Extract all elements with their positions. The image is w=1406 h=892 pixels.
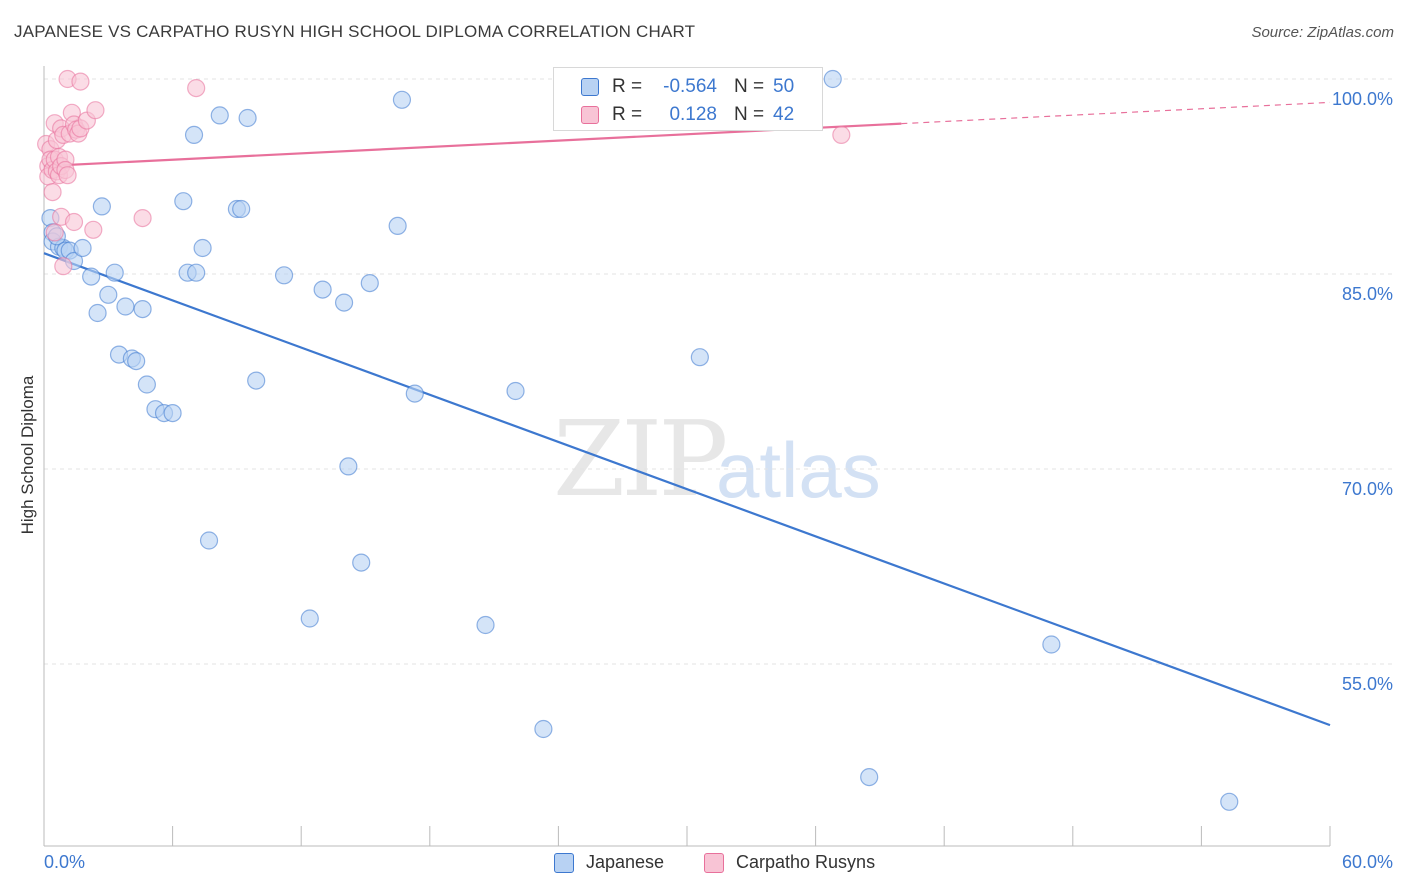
carpatho-point	[84, 220, 103, 239]
japanese-point	[300, 609, 319, 628]
watermark-zip: ZIP	[553, 398, 728, 520]
japanese-point	[82, 267, 101, 286]
y-tick-label: 85.0%	[1341, 284, 1393, 304]
japanese-point	[313, 280, 332, 299]
japanese-point	[690, 348, 709, 367]
legend-row-carpatho-rusyns: R = 0.128 N = 42	[554, 101, 822, 129]
carpatho-trend-extension	[901, 101, 1331, 125]
japanese-point	[73, 238, 92, 258]
legend-r-value: -0.564	[663, 76, 717, 97]
carpatho-point	[54, 257, 73, 276]
japanese-point	[1220, 792, 1239, 811]
data-points	[37, 69, 1239, 811]
japanese-point	[1042, 635, 1061, 654]
y-axis-label: High School Diploma	[18, 375, 37, 535]
trend-lines	[43, 101, 1331, 727]
japanese-point	[274, 266, 294, 285]
japanese-legend-label: Japanese	[586, 852, 665, 872]
carpatho-point	[45, 223, 64, 242]
japanese-point	[163, 404, 182, 423]
japanese-point	[187, 263, 206, 282]
japanese-point	[133, 300, 152, 319]
japanese-point	[116, 297, 135, 316]
axes	[43, 66, 1331, 847]
x-tick-label: 0.0%	[44, 852, 86, 872]
y-tick-label: 70.0%	[1341, 479, 1393, 499]
japanese-point	[534, 719, 553, 739]
japanese-point	[247, 371, 266, 390]
japanese-point	[105, 263, 124, 282]
japanese-point	[860, 767, 879, 787]
japanese-point	[199, 531, 219, 550]
japanese-point	[339, 457, 358, 476]
japanese-point	[388, 216, 407, 235]
japanese-point	[392, 90, 412, 109]
japanese-point	[238, 108, 257, 128]
legend-n-value: 42	[773, 104, 795, 125]
legend-row-japanese: R = -0.564 N = 50	[554, 73, 822, 101]
japanese-point	[88, 303, 107, 323]
legend-n-value: 50	[773, 76, 795, 97]
carpatho-point	[71, 72, 90, 91]
japanese-point	[823, 69, 842, 89]
japanese-point	[352, 553, 371, 572]
japanese-point	[210, 106, 229, 125]
carpatho-point	[832, 125, 851, 144]
x-tick-label: 60.0%	[1341, 852, 1393, 872]
chart-title: JAPANESE VS CARPATHO RUSYN HIGH SCHOOL D…	[14, 22, 696, 41]
carpatho-swatch	[581, 106, 599, 124]
carpatho-point	[43, 183, 62, 202]
y-tick-label: 100.0%	[1331, 89, 1393, 109]
watermark-atlas: atlas	[716, 426, 881, 514]
japanese-point	[476, 615, 495, 635]
japanese-point	[99, 285, 118, 304]
carpatho-point	[64, 212, 84, 232]
japanese-legend-swatch	[554, 853, 574, 873]
legend-r-label: R =	[612, 76, 643, 97]
legend-r-value: 0.128	[669, 104, 717, 125]
legend-n-label: N =	[734, 76, 765, 97]
japanese-point	[174, 192, 193, 211]
carpatho-legend-label: Carpatho Rusyns	[736, 852, 876, 872]
japanese-trend-line	[43, 252, 1331, 727]
carpatho-point	[187, 78, 206, 98]
stats-legend: R = -0.564 N = 50 R = 0.128 N = 42	[553, 67, 823, 131]
carpatho-point	[133, 209, 152, 228]
legend-n-label: N =	[734, 104, 765, 125]
japanese-point	[127, 352, 146, 371]
carpatho-point	[58, 166, 77, 185]
japanese-point	[232, 199, 251, 219]
carpatho-point	[86, 101, 105, 120]
legend-r-label: R =	[612, 104, 643, 125]
carpatho-legend-swatch	[704, 853, 724, 873]
y-tick-label: 55.0%	[1341, 674, 1393, 694]
gridlines	[44, 78, 1392, 665]
japanese-point	[360, 274, 379, 293]
japanese-point	[506, 381, 525, 401]
japanese-point	[92, 197, 111, 216]
japanese-point	[405, 384, 424, 403]
japanese-swatch	[581, 78, 599, 96]
japanese-point	[334, 293, 354, 312]
japanese-point	[137, 375, 156, 394]
japanese-point	[193, 238, 212, 258]
source-label: Source: ZipAtlas.com	[1251, 24, 1394, 41]
japanese-point	[184, 125, 204, 144]
